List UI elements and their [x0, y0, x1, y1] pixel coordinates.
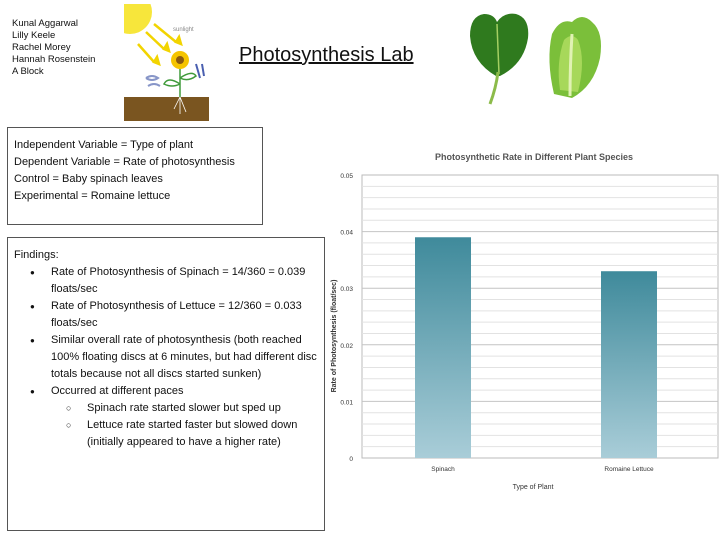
page-title: Photosynthesis Lab — [239, 44, 414, 66]
finding-subitem: Lettuce rate started faster but slowed d… — [14, 417, 318, 451]
photosynthetic-rate-chart: Photosynthetic Rate in Different Plant S… — [325, 140, 720, 500]
variables-box: Independent Variable = Type of plant Dep… — [7, 127, 263, 225]
class-block: A Block — [12, 66, 44, 77]
experimental-text: Experimental = Romaine lettuce — [14, 190, 171, 202]
sunlight-rays-icon — [137, 23, 183, 67]
finding-item: Similar overall rate of photosynthesis (… — [14, 332, 318, 383]
y-tick-label: 0.03 — [340, 286, 353, 293]
photosynthesis-diagram-image: sunlight — [124, 4, 209, 121]
sunlight-label: sunlight — [173, 27, 194, 33]
x-axis-label: Type of Plant — [513, 484, 554, 491]
bar-romaine-lettuce — [601, 271, 657, 458]
author-list: Kunal Aggarwal Lilly Keele Rachel Morey … — [12, 18, 95, 78]
author-name: Hannah Rosenstein — [12, 54, 96, 65]
y-tick-label: 0.01 — [340, 399, 353, 406]
x-tick-label: Romaine Lettuce — [604, 466, 654, 473]
finding-subitem: Spinach rate started slower but sped up — [14, 400, 318, 417]
chart-title: Photosynthetic Rate in Different Plant S… — [435, 152, 633, 162]
independent-variable-text: Independent Variable = Type of plant — [14, 139, 194, 151]
y-tick-label: 0.04 — [340, 230, 353, 237]
sun-icon — [124, 4, 152, 34]
bar-spinach — [415, 237, 471, 458]
finding-item: Rate of Photosynthesis of Spinach = 14/3… — [14, 264, 318, 298]
dependent-variable-text: Dependent Variable = Rate of photosynthe… — [14, 156, 235, 168]
spinach-leaf-image — [466, 10, 532, 106]
flower-icon — [171, 51, 189, 69]
finding-item: Occurred at different paces — [14, 383, 318, 400]
findings-box: Findings: Rate of Photosynthesis of Spin… — [7, 237, 325, 531]
findings-list: Rate of Photosynthesis of Spinach = 14/3… — [14, 264, 318, 451]
author-name: Lilly Keele — [12, 30, 56, 41]
x-tick-label: Spinach — [431, 466, 455, 473]
bar-chart-svg: Photosynthetic Rate in Different Plant S… — [331, 152, 719, 491]
y-axis-label: Rate of Photosynthesis (float/sec) — [331, 280, 338, 393]
findings-heading: Findings: — [14, 249, 59, 261]
control-text: Control = Baby spinach leaves — [14, 173, 163, 185]
romaine-lettuce-image — [542, 10, 608, 104]
y-tick-label: 0.05 — [340, 173, 353, 180]
finding-item: Rate of Photosynthesis of Lettuce = 12/3… — [14, 298, 318, 332]
author-name: Kunal Aggarwal — [12, 18, 79, 29]
author-name: Rachel Morey — [12, 42, 71, 53]
y-tick-label: 0.02 — [340, 343, 353, 350]
y-tick-label: 0 — [349, 456, 353, 463]
